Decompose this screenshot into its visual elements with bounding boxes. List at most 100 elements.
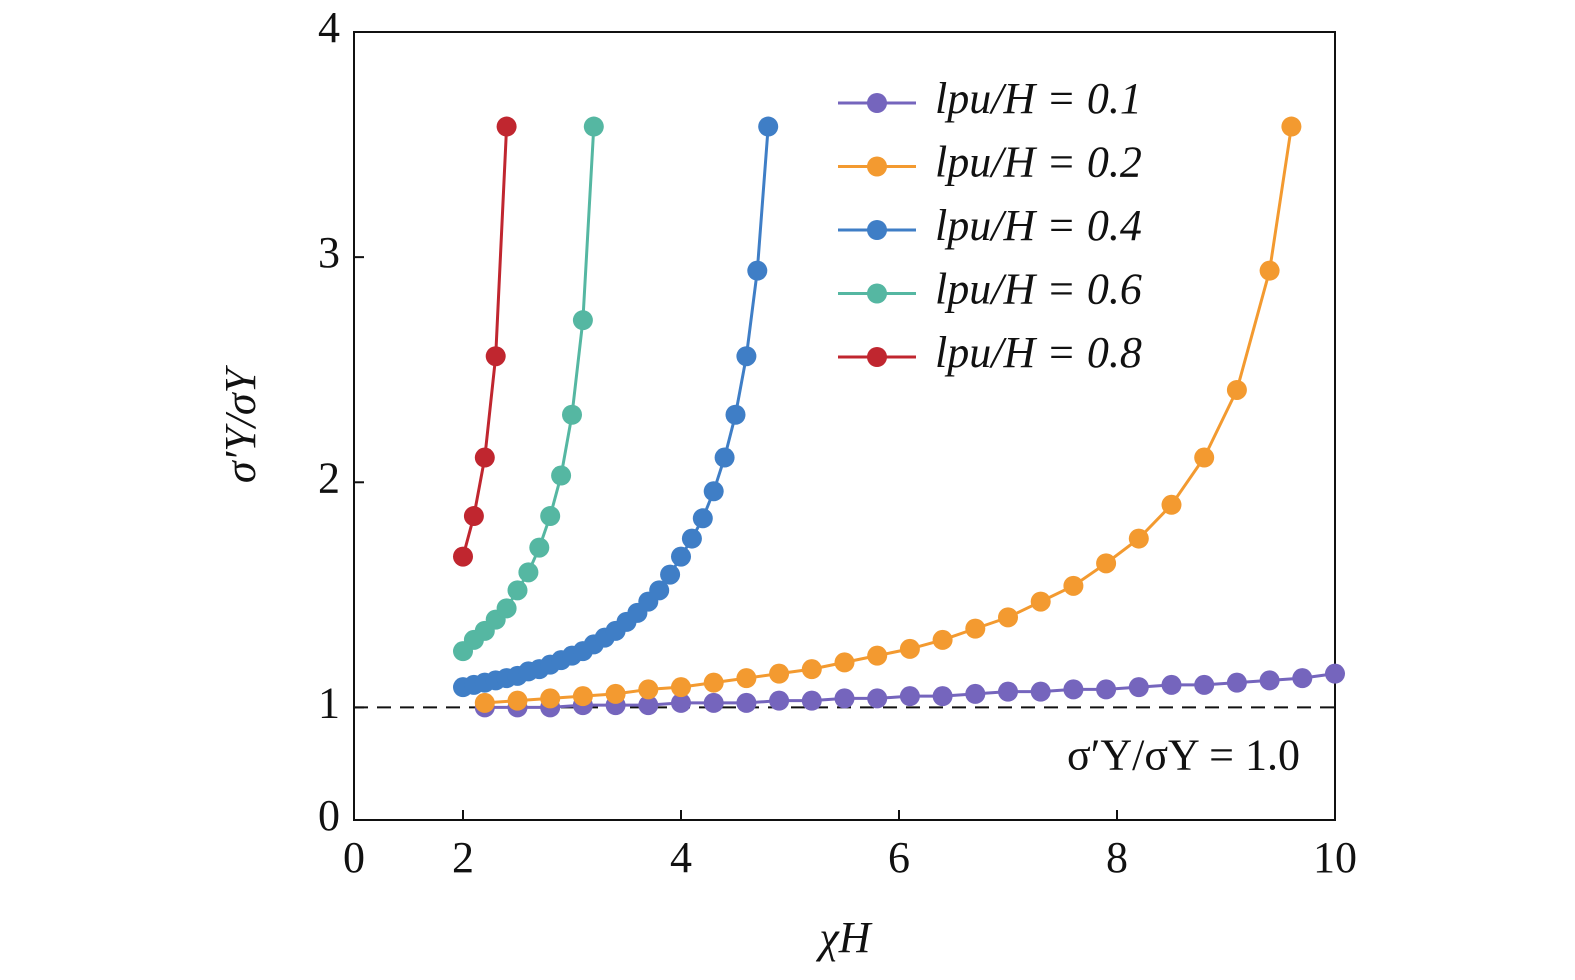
- data-point: [736, 692, 757, 713]
- legend-marker: [867, 347, 887, 367]
- x-tick-label: 10: [1313, 833, 1357, 882]
- data-point: [507, 690, 528, 711]
- data-point: [1128, 528, 1149, 549]
- y-tick-label: 0: [318, 791, 340, 840]
- data-point: [671, 677, 691, 698]
- data-point: [671, 692, 691, 713]
- data-point: [1259, 260, 1280, 281]
- legend-marker: [867, 156, 887, 177]
- data-point: [998, 607, 1018, 628]
- data-point: [1128, 677, 1149, 698]
- data-point: [474, 692, 495, 713]
- data-point: [932, 686, 953, 707]
- data-point: [1281, 116, 1302, 137]
- series-line: [484, 126, 1293, 705]
- data-point: [703, 692, 724, 713]
- data-point: [899, 638, 920, 659]
- data-point: [1292, 668, 1313, 689]
- data-point: [1030, 591, 1051, 612]
- data-point: [1226, 379, 1247, 400]
- data-point: [801, 659, 822, 680]
- data-point: [758, 116, 779, 137]
- data-point: [1161, 494, 1182, 515]
- data-point: [572, 686, 593, 707]
- y-axis-label: σ′Y/σY: [216, 364, 265, 483]
- data-point: [692, 508, 713, 529]
- data-point: [1194, 447, 1215, 468]
- legend-label: lpu/H = 0.4: [935, 201, 1142, 250]
- data-point: [453, 546, 473, 567]
- data-point: [605, 683, 626, 704]
- x-tick-label: 6: [888, 833, 910, 882]
- data-point: [899, 686, 920, 707]
- data-point: [834, 688, 855, 709]
- data-point: [496, 598, 517, 619]
- reference-label: σ′Y/σY = 1.0: [1067, 731, 1300, 780]
- data-point: [1259, 670, 1280, 691]
- data-point: [649, 580, 670, 601]
- x-axis-label: χH: [815, 913, 872, 962]
- data-point: [965, 683, 986, 704]
- x-tick-label: 8: [1106, 833, 1128, 882]
- data-point: [965, 618, 986, 639]
- legend-marker: [867, 220, 887, 240]
- data-point: [867, 688, 888, 709]
- data-point: [736, 346, 757, 367]
- data-point: [1063, 575, 1084, 596]
- data-point: [769, 663, 790, 684]
- data-point: [681, 528, 702, 549]
- data-point: [1096, 553, 1117, 574]
- data-point: [529, 537, 550, 558]
- data-point: [551, 465, 572, 486]
- y-tick-label: 2: [318, 453, 340, 502]
- data-point: [1194, 674, 1215, 695]
- data-point: [714, 447, 735, 468]
- data-point: [725, 404, 746, 425]
- x-tick-label: 2: [452, 833, 474, 882]
- data-point: [496, 116, 517, 137]
- data-point: [1030, 681, 1051, 702]
- data-point: [540, 688, 561, 709]
- data-point: [572, 310, 593, 331]
- legend-marker: [867, 283, 887, 304]
- data-point: [769, 690, 790, 711]
- data-point: [1226, 672, 1247, 693]
- data-point: [998, 681, 1018, 702]
- data-point: [801, 690, 822, 711]
- legend-label: lpu/H = 0.8: [935, 328, 1142, 377]
- data-point: [703, 481, 724, 502]
- plot-frame: [353, 31, 1336, 821]
- y-tick-label: 1: [318, 679, 340, 728]
- data-point: [562, 404, 582, 425]
- data-point: [1096, 679, 1117, 700]
- data-point: [1325, 663, 1345, 684]
- data-point: [660, 564, 681, 585]
- data-point: [485, 346, 506, 367]
- data-point: [474, 447, 495, 468]
- data-point: [932, 629, 953, 650]
- legend-label: lpu/H = 0.6: [935, 265, 1142, 314]
- data-point: [507, 580, 528, 601]
- data-point: [518, 562, 539, 583]
- data-point: [747, 260, 768, 281]
- data-point: [1063, 679, 1084, 700]
- data-point: [540, 506, 561, 527]
- data-point: [638, 695, 659, 716]
- legend-marker: [867, 93, 887, 113]
- data-point: [583, 116, 604, 137]
- data-point: [638, 679, 659, 700]
- data-point: [463, 506, 484, 527]
- legend-label: lpu/H = 0.2: [935, 138, 1142, 187]
- series-line: [461, 126, 509, 557]
- x-tick-label: 4: [670, 833, 692, 882]
- y-tick-label: 3: [318, 228, 340, 277]
- data-point: [1161, 674, 1182, 695]
- data-point: [736, 668, 757, 689]
- data-point: [703, 672, 724, 693]
- y-tick-label: 4: [318, 3, 340, 52]
- data-point: [867, 645, 888, 666]
- data-point: [834, 652, 855, 673]
- data-point: [671, 546, 691, 567]
- x-tick-label: 0: [343, 833, 365, 882]
